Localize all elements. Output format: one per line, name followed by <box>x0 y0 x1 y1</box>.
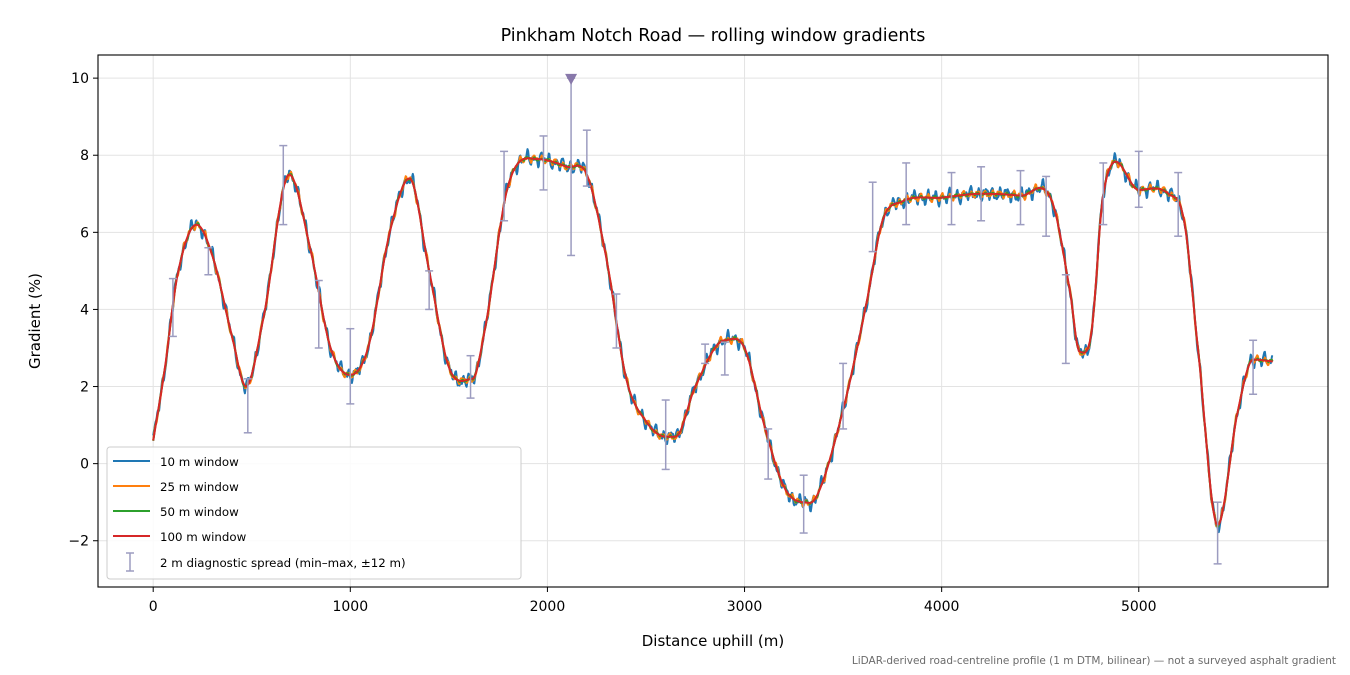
legend: 10 m window 25 m window 50 m window 100 … <box>106 446 522 580</box>
y-tick-label: 6 <box>80 225 89 241</box>
legend-label-100m: 100 m window <box>160 530 247 544</box>
x-tick-label: 0 <box>149 599 158 615</box>
legend-box <box>106 446 522 580</box>
legend-label-10m: 10 m window <box>160 455 239 469</box>
y-tick-label: −2 <box>68 534 89 550</box>
y-tick-label: 2 <box>80 380 89 396</box>
legend-label-spread: 2 m diagnostic spread (min–max, ±12 m) <box>160 556 406 570</box>
axis-ticks: 0 1000 2000 3000 4000 5000 −2 0 2 4 6 8 10 <box>68 71 1156 615</box>
x-tick-label: 3000 <box>727 599 763 615</box>
plot-area <box>152 73 1274 565</box>
footnote: LiDAR-derived road-centreline profile (1… <box>852 655 1336 667</box>
y-tick-label: 4 <box>80 302 89 318</box>
x-tick-label: 2000 <box>530 599 566 615</box>
legend-label-50m: 50 m window <box>160 505 239 519</box>
axes-frame <box>97 54 1329 588</box>
peak-marker-triangle <box>565 73 578 85</box>
x-tick-label: 4000 <box>924 599 960 615</box>
y-tick-label: 0 <box>80 457 89 473</box>
y-tick-label: 10 <box>71 71 89 87</box>
y-axis-label: Gradient (%) <box>26 273 44 369</box>
y-tick-label: 8 <box>80 148 89 164</box>
x-tick-label: 5000 <box>1121 599 1157 615</box>
x-axis-label: Distance uphill (m) <box>642 632 784 650</box>
series-line-4 <box>152 157 1273 527</box>
legend-label-25m: 25 m window <box>160 480 239 494</box>
x-tick-label: 1000 <box>332 599 368 615</box>
chart-title: Pinkham Notch Road — rolling window grad… <box>501 26 926 46</box>
